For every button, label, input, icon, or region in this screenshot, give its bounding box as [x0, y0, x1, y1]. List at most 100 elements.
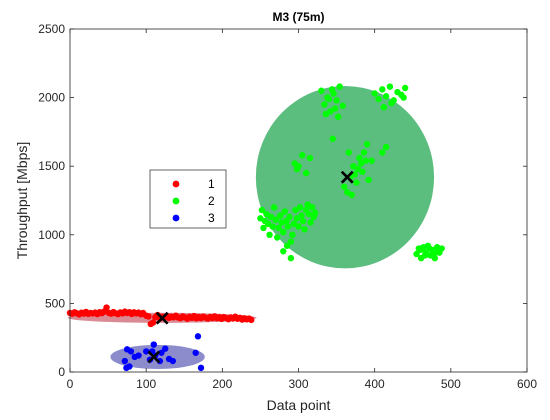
series-2-point	[368, 157, 375, 164]
series-2-point	[280, 228, 287, 236]
series-2-point	[287, 254, 295, 262]
series-2-point	[363, 141, 371, 148]
series-3-point	[194, 333, 202, 340]
series-2-point	[421, 252, 429, 259]
series-2-point	[286, 213, 293, 221]
series-2-point	[435, 248, 442, 255]
series-2-point	[284, 223, 292, 230]
series-2-point	[283, 242, 291, 249]
series-2-point	[400, 94, 407, 101]
series-2-point	[333, 97, 340, 104]
series-2-point	[302, 169, 310, 177]
x-axis-title: Data point	[267, 397, 331, 413]
legend: 1 2 3	[149, 169, 227, 229]
series-2-point	[328, 86, 336, 93]
series-2-point	[270, 204, 278, 211]
x-tick-label: 0	[67, 377, 74, 391]
series-2-point	[382, 93, 390, 100]
series-2-point	[266, 231, 273, 238]
series-2-point	[260, 224, 267, 232]
series-3-point	[197, 364, 205, 372]
series-2-point	[273, 234, 281, 241]
series-2-point	[380, 104, 388, 111]
series-2-point	[379, 149, 386, 156]
series-2-point	[306, 154, 314, 162]
series-2-point	[258, 206, 266, 214]
series-2-point	[318, 87, 325, 94]
legend-label-2: 2	[208, 194, 215, 208]
series-1-point	[248, 316, 255, 324]
y-tick-label: 1500	[38, 159, 65, 173]
series-2-point	[413, 250, 420, 258]
series-2-point	[307, 219, 314, 226]
series-2-point	[301, 226, 308, 233]
chart-title: M3 (75m)	[272, 10, 324, 24]
cluster-1-centroid-marker	[155, 311, 169, 325]
series-1-point	[145, 313, 152, 320]
series-2-point	[281, 208, 288, 215]
x-tick-label: 500	[441, 377, 461, 391]
axis-ticks: 0 100 200 300 400 500 600 0 500 1000 1500 2000 2500	[38, 22, 537, 391]
series-2-point	[341, 183, 348, 190]
series-2-point	[353, 179, 360, 186]
y-tick-label: 1000	[38, 228, 65, 242]
series-2-point	[280, 248, 287, 255]
series-2-point	[293, 165, 301, 173]
series-2-point	[296, 204, 304, 211]
x-tick-label: 600	[517, 377, 537, 391]
series-2-point	[354, 165, 362, 173]
legend-box	[149, 169, 227, 229]
series-2-point	[401, 84, 409, 92]
series-3-point	[162, 345, 169, 352]
cluster-3-centroid-marker	[147, 350, 161, 364]
series-3-point	[169, 357, 177, 365]
cluster-2-ellipse	[255, 85, 435, 269]
series-2-point	[272, 216, 279, 223]
series-2-point	[329, 135, 336, 142]
series-2-point	[299, 217, 307, 225]
series-2-point	[356, 154, 363, 162]
series-2-point	[295, 223, 302, 230]
series-2-point	[299, 152, 306, 159]
series-2-point	[312, 209, 319, 217]
x-tick-label: 400	[365, 377, 385, 391]
legend-label-1: 1	[208, 177, 215, 191]
series-3-point	[158, 349, 165, 356]
x-tick-label: 200	[212, 377, 232, 391]
series-2-point	[375, 95, 382, 103]
y-tick-label: 2500	[38, 22, 65, 36]
series-2-point	[386, 83, 394, 90]
series-2-point	[336, 83, 343, 90]
series-2-point	[269, 223, 276, 230]
legend-marker-1	[172, 180, 180, 188]
series-3-point	[127, 348, 135, 355]
series-2-point	[322, 110, 330, 118]
series-2-point	[309, 204, 316, 211]
series-2-point	[426, 245, 433, 252]
series-1-point	[149, 319, 157, 326]
cluster-2-centroid-marker	[340, 170, 354, 184]
series-2-point	[371, 90, 378, 97]
series-2-point	[388, 99, 395, 107]
series-2-point	[291, 160, 298, 167]
series-2-point	[287, 238, 295, 245]
series-2-point	[298, 212, 305, 219]
series-2-point	[275, 224, 282, 232]
series-2-point	[277, 212, 284, 219]
series-2-point	[348, 191, 356, 199]
series-3-point	[192, 349, 199, 356]
cluster-centroids	[147, 170, 354, 364]
y-tick-label: 500	[45, 296, 65, 310]
series-3-point	[123, 364, 130, 372]
series-2-point	[357, 160, 365, 167]
legend-marker-3	[172, 214, 180, 222]
series-3-point	[150, 341, 157, 348]
y-tick-label: 0	[58, 365, 65, 379]
series-3-point	[135, 352, 142, 359]
series-1-point	[103, 304, 110, 311]
series-2-point	[339, 102, 346, 110]
legend-marker-2	[172, 197, 180, 205]
series-2-point	[365, 176, 372, 184]
series-3-point	[121, 357, 129, 365]
